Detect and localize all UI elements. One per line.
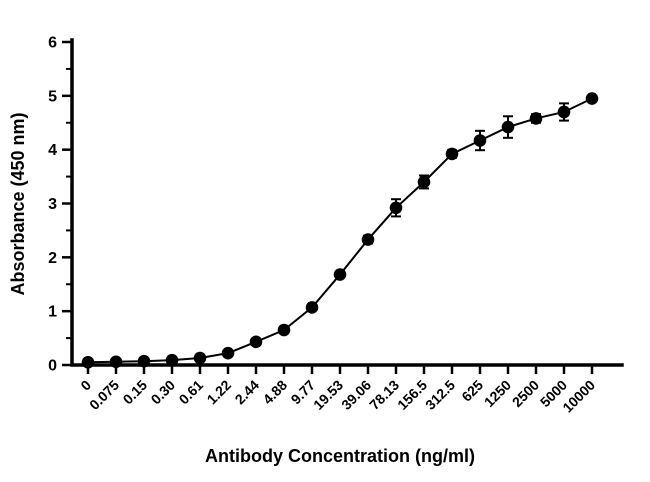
x-tick-label: 0.61 (176, 377, 207, 408)
plot-area: 012345600.0750.150.300.611.222.444.889.7… (48, 35, 624, 416)
y-tick-label: 1 (48, 304, 57, 321)
data-point (529, 112, 543, 125)
x-tick-label: 0 (77, 377, 94, 394)
x-tick-label: 0.075 (86, 377, 122, 413)
data-point (473, 134, 487, 147)
x-tick-label: 10000 (559, 377, 598, 416)
data-point (361, 233, 375, 246)
x-tick-label: 312.5 (422, 377, 458, 413)
data-point (221, 346, 235, 360)
data-point (305, 301, 319, 314)
data-point (249, 335, 263, 349)
x-tick-label: 19.53 (310, 377, 346, 413)
data-point (81, 356, 95, 369)
data-point (417, 175, 431, 189)
x-tick-label: 39.06 (338, 377, 374, 413)
data-point (501, 120, 515, 134)
x-tick-label: 156.5 (394, 377, 430, 413)
data-point (109, 355, 123, 369)
data-point (137, 354, 151, 368)
y-tick-label: 6 (48, 35, 57, 52)
data-point (165, 353, 179, 367)
x-tick-label: 2.44 (232, 377, 263, 408)
x-tick-label: 1250 (481, 377, 514, 410)
y-axis-title: Absorbance (450 nm) (8, 112, 28, 295)
data-point (333, 268, 347, 281)
data-point (557, 105, 571, 119)
x-tick-label: 1.22 (204, 377, 235, 408)
y-tick-label: 2 (48, 250, 57, 267)
data-point (389, 201, 403, 215)
x-tick-label: 2500 (509, 377, 542, 410)
data-point (585, 92, 599, 105)
series-line (87, 97, 593, 364)
data-point (277, 323, 291, 337)
x-tick-label: 0.15 (120, 377, 151, 408)
y-tick-label: 4 (48, 142, 57, 159)
x-tick-label: 4.88 (260, 377, 291, 408)
x-axis-title: Antibody Concentration (ng/ml) (205, 446, 475, 466)
data-point (193, 351, 207, 365)
x-tick-label: 78.13 (366, 377, 402, 413)
y-tick-label: 3 (48, 196, 57, 213)
x-tick-label: 0.30 (148, 377, 179, 408)
y-tick-label: 5 (48, 88, 57, 105)
y-tick-label: 0 (48, 358, 57, 375)
data-point (445, 147, 459, 161)
axes-frame (70, 38, 624, 367)
